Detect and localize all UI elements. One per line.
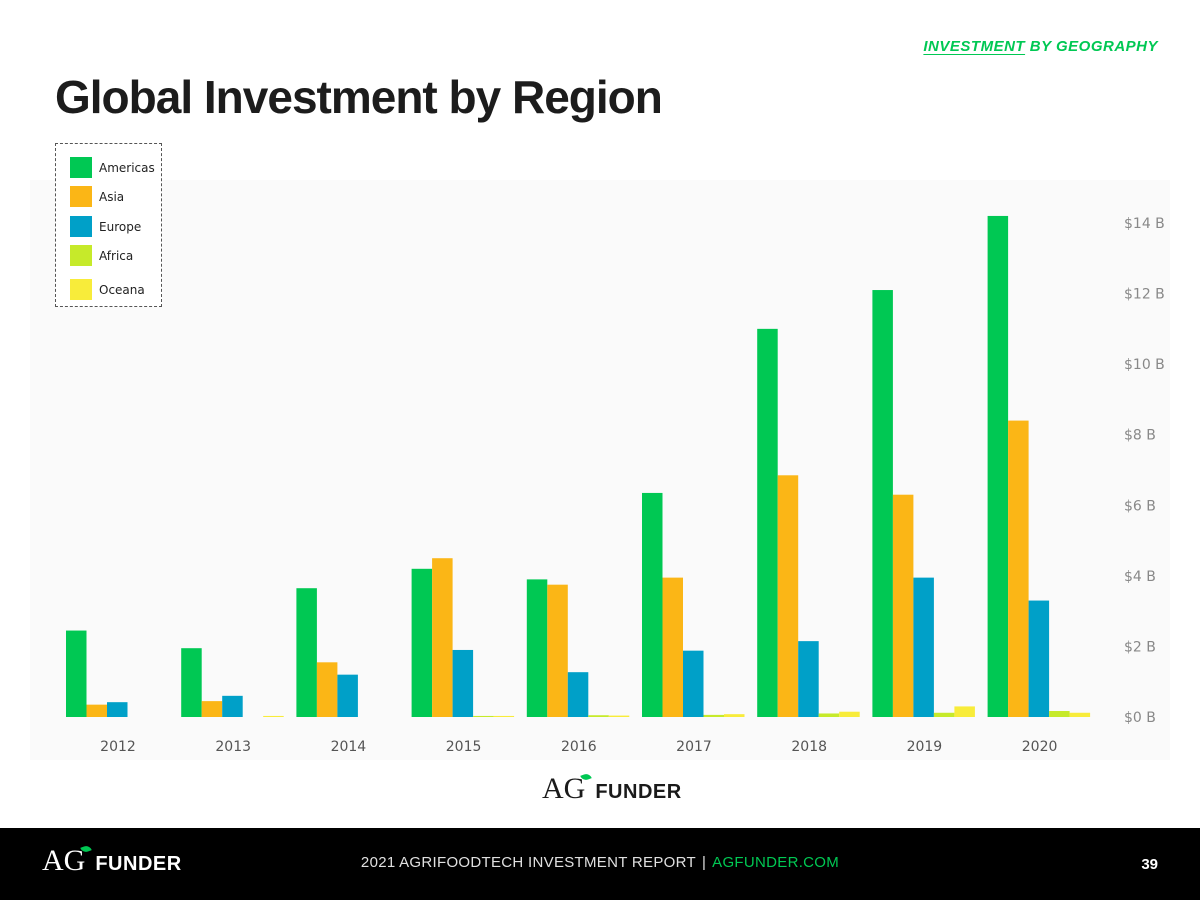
x-tick-label: 2018: [791, 739, 827, 755]
bar-americas-2014: [296, 588, 317, 717]
bar-oceana-2013: [263, 715, 284, 717]
y-tick-label: $10 B: [1124, 357, 1165, 373]
bar-europe-2017: [683, 650, 704, 717]
bar-europe-2018: [798, 641, 819, 717]
bar-africa-2020: [1049, 711, 1070, 717]
bar-europe-2015: [452, 649, 474, 717]
bar-oceana-2019: [954, 706, 975, 717]
footer-logo-g: G: [63, 844, 86, 877]
chart-background: [30, 180, 1170, 760]
chart-legend: Americas Asia Europe Africa Oceana: [55, 143, 162, 307]
legend-label-asia: Asia: [99, 189, 125, 204]
bar-europe-2012: [107, 702, 128, 717]
legend-swatch-americas: [70, 157, 92, 178]
bar-asia-2012: [86, 704, 107, 717]
bar-americas-2012: [66, 630, 87, 717]
bar-africa-2016: [588, 715, 609, 717]
x-tick-label: 2017: [676, 739, 712, 755]
bar-oceana-2017: [724, 714, 745, 717]
bar-europe-2019: [913, 577, 934, 717]
bar-americas-2013: [181, 648, 202, 717]
footer-bar: A G FUNDER 2021 AGRIFOODTECH INVESTMENT RE…: [0, 828, 1200, 900]
legend-swatch-oceana: [70, 279, 92, 300]
y-tick-label: $2 B: [1124, 639, 1156, 655]
bar-americas-2019: [872, 290, 893, 717]
x-tick-label: 2013: [215, 739, 251, 755]
bar-americas-2020: [987, 215, 1009, 717]
legend-item-oceana: Oceana: [70, 279, 145, 300]
footer-logo-funder: FUNDER: [95, 853, 182, 875]
y-tick-label: $4 B: [1124, 569, 1156, 585]
legend-swatch-europe: [70, 216, 92, 237]
section-tag-strong: INVESTMENT: [923, 38, 1026, 55]
page-number: 39: [1141, 856, 1158, 873]
legend-item-americas: Americas: [70, 157, 155, 178]
section-tag: INVESTMENT BY GEOGRAPHY: [923, 38, 1158, 55]
bar-oceana-2020: [1069, 712, 1091, 717]
bar-asia-2015: [432, 558, 453, 717]
bar-asia-2016: [547, 584, 568, 717]
footer-logo-a: A: [42, 844, 64, 877]
logo-a: A: [542, 772, 564, 805]
legend-swatch-africa: [70, 245, 92, 266]
footer-separator: |: [701, 854, 707, 871]
bar-americas-2017: [642, 492, 663, 717]
bar-americas-2015: [411, 568, 433, 717]
footer-report-title: 2021 AGRIFOODTECH INVESTMENT REPORT: [360, 854, 696, 871]
bar-africa-2019: [933, 712, 955, 717]
footer-logo: A G FUNDER: [42, 844, 182, 878]
bar-africa-2015: [473, 715, 494, 717]
footer-report-line: 2021 AGRIFOODTECH INVESTMENT REPORT | AGFU…: [0, 854, 1200, 871]
footer-site-link[interactable]: AGFUNDER.COM: [712, 854, 840, 871]
bar-africa-2017: [703, 714, 724, 717]
y-tick-label: $12 B: [1124, 287, 1165, 303]
x-tick-label: 2020: [1022, 739, 1058, 755]
logo-g: G: [563, 772, 586, 805]
bar-americas-2018: [757, 328, 778, 717]
x-tick-label: 2019: [907, 739, 943, 755]
bar-europe-2014: [337, 674, 358, 717]
bar-asia-2018: [777, 475, 799, 717]
y-tick-label: $0 B: [1124, 710, 1156, 726]
legend-label-europe: Europe: [99, 219, 142, 234]
bar-europe-2020: [1028, 600, 1050, 717]
page-title: Global Investment by Region: [55, 71, 663, 123]
bar-asia-2019: [892, 494, 914, 717]
bar-oceana-2018: [839, 711, 860, 717]
logo-funder: FUNDER: [595, 781, 682, 803]
agfunder-logo: A G FUNDER: [542, 772, 682, 806]
legend-item-europe: Europe: [70, 216, 141, 237]
bar-oceana-2015: [493, 715, 515, 717]
legend-label-oceana: Oceana: [99, 282, 145, 297]
x-tick-label: 2014: [331, 739, 367, 755]
x-tick-label: 2015: [446, 739, 482, 755]
y-tick-label: $14 B: [1124, 216, 1165, 232]
legend-item-asia: Asia: [70, 186, 124, 207]
bar-europe-2016: [567, 672, 589, 717]
bar-americas-2016: [526, 579, 548, 717]
legend-swatch-asia: [70, 186, 92, 207]
bar-asia-2014: [316, 662, 338, 717]
bar-oceana-2016: [608, 715, 630, 717]
bar-europe-2013: [222, 695, 243, 717]
bar-asia-2017: [662, 577, 683, 717]
legend-item-africa: Africa: [70, 245, 133, 266]
bar-asia-2020: [1008, 420, 1029, 717]
section-tag-rest: BY GEOGRAPHY: [1025, 38, 1158, 55]
bar-africa-2018: [818, 713, 840, 717]
x-tick-label: 2012: [100, 739, 136, 755]
legend-label-americas: Americas: [99, 160, 155, 175]
y-tick-label: $6 B: [1124, 498, 1156, 514]
legend-label-africa: Africa: [99, 248, 134, 263]
bar-asia-2013: [201, 701, 223, 717]
y-tick-label: $8 B: [1124, 428, 1156, 444]
x-tick-label: 2016: [561, 739, 597, 755]
